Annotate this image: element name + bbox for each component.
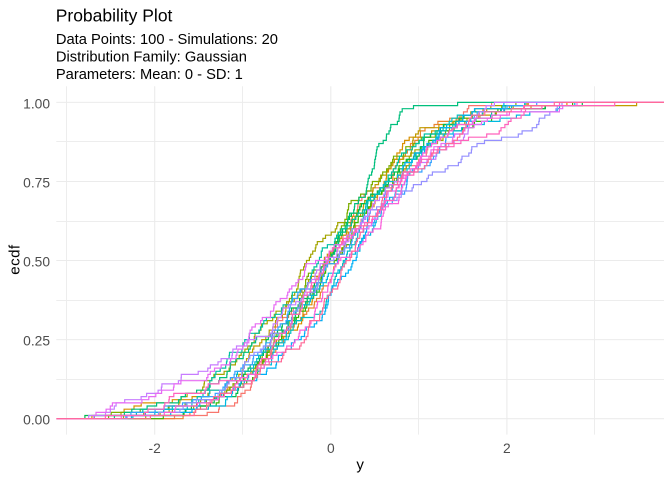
svg-text:Data Points: 100 - Simulations: Data Points: 100 - Simulations: 20: [56, 32, 278, 48]
svg-text:0: 0: [327, 441, 335, 456]
svg-text:2: 2: [503, 441, 511, 456]
svg-text:Distribution Family: Gaussian: Distribution Family: Gaussian: [56, 49, 247, 65]
svg-text:-2: -2: [149, 441, 161, 456]
svg-text:ecdf: ecdf: [7, 244, 24, 275]
svg-text:0.50: 0.50: [23, 255, 50, 270]
svg-text:1.00: 1.00: [23, 96, 50, 111]
svg-text:Probability Plot: Probability Plot: [56, 5, 173, 25]
svg-text:0.75: 0.75: [23, 176, 50, 191]
svg-text:0.00: 0.00: [23, 413, 50, 428]
svg-text:0.25: 0.25: [23, 334, 50, 349]
svg-text:y: y: [356, 457, 364, 474]
svg-text:Parameters: Mean: 0 - SD: 1: Parameters: Mean: 0 - SD: 1: [56, 67, 243, 83]
